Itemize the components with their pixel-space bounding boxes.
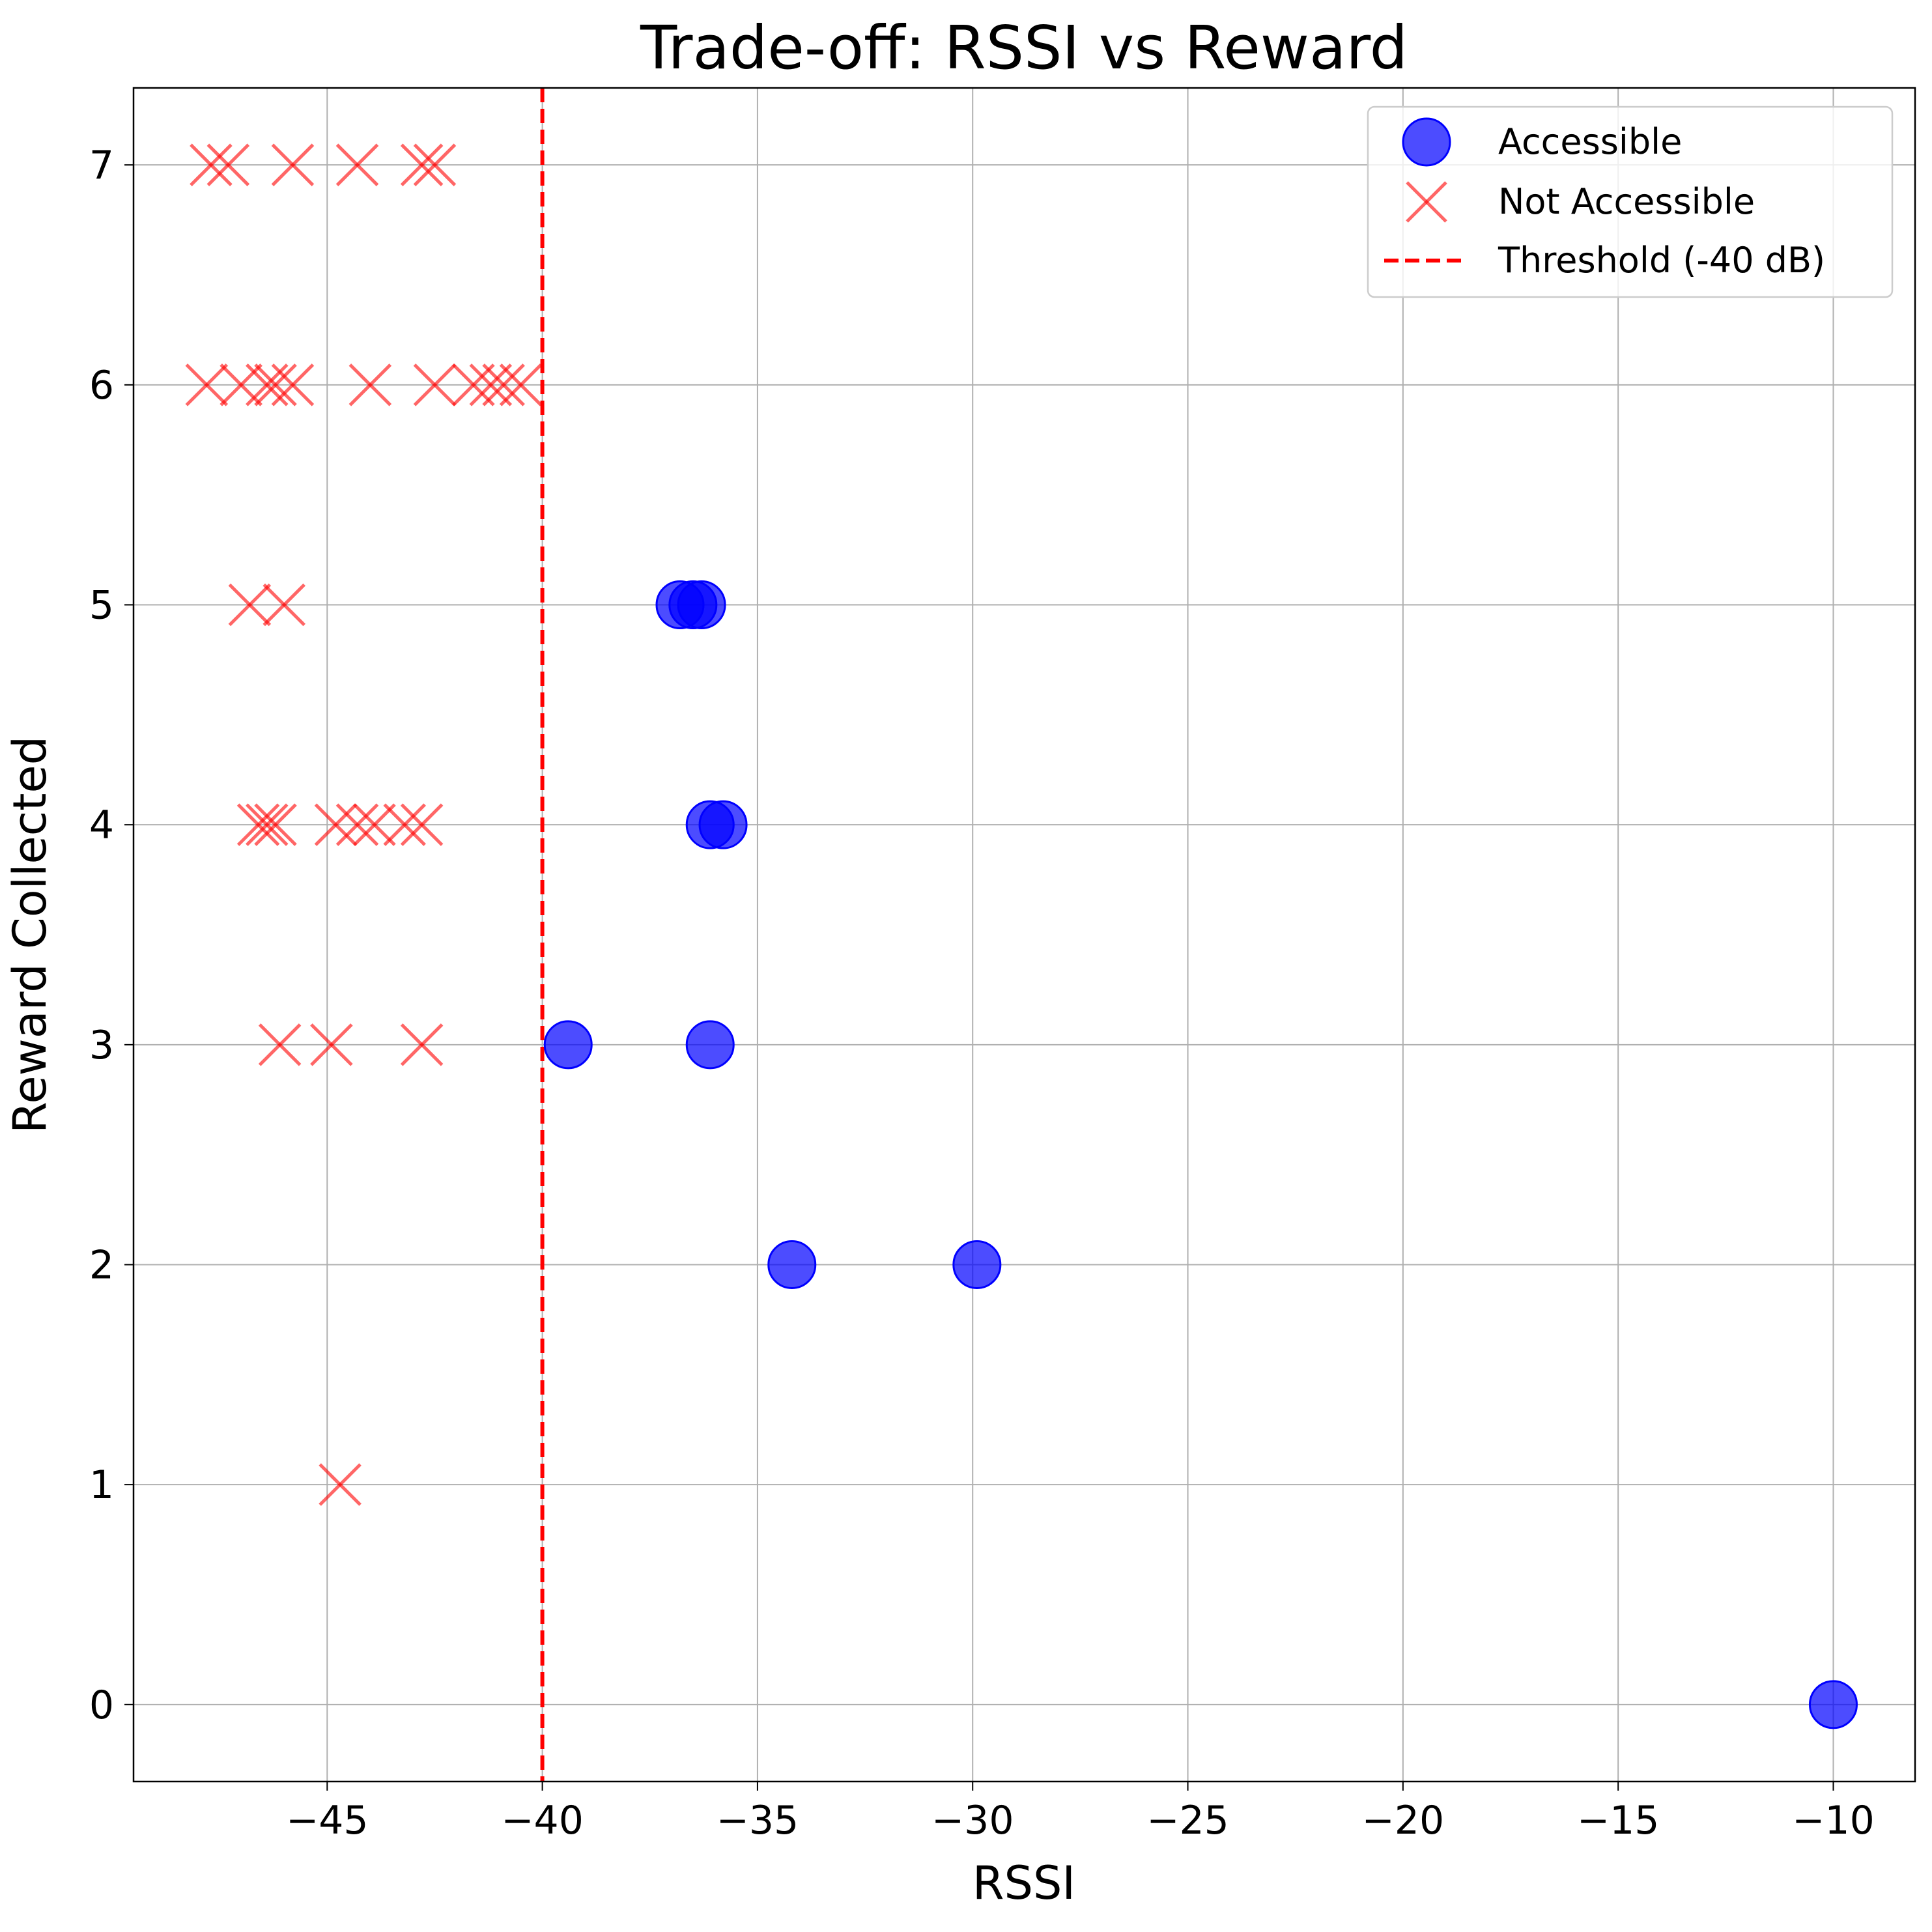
not-accessible-point <box>314 803 358 846</box>
legend-not-accessible-label: Not Accessible <box>1498 181 1755 222</box>
not-accessible-point <box>400 803 444 846</box>
not-accessible-point <box>310 1023 353 1066</box>
x-tick-label: −15 <box>1577 1798 1660 1843</box>
accessible-point <box>677 580 726 630</box>
y-axis-ticks: 0 1 2 3 4 5 6 7 <box>89 143 134 1728</box>
not-accessible-point <box>413 363 457 406</box>
accessible-point <box>952 1240 1002 1289</box>
y-tick-label: 1 <box>89 1462 114 1508</box>
not-accessible-point <box>335 803 379 846</box>
x-tick-label: −45 <box>286 1798 369 1843</box>
not-accessible-point <box>271 143 315 186</box>
accessible-point <box>1808 1680 1858 1729</box>
not-accessible-point <box>469 363 513 406</box>
legend-not-accessible-marker <box>1406 181 1447 223</box>
not-accessible-point <box>400 1023 444 1066</box>
not-accessible-point <box>190 143 233 186</box>
y-tick-label: 0 <box>89 1683 114 1728</box>
not-accessible-point <box>236 803 280 846</box>
plot-frame <box>132 87 1916 1783</box>
x-axis-ticks: −45 −40 −35 −30 −25 −20 −15 −10 <box>286 1782 1875 1843</box>
y-tick-label: 3 <box>89 1023 114 1068</box>
not-accessible-point <box>185 363 229 406</box>
not-accessible-point <box>271 363 315 406</box>
not-accessible-point <box>348 363 392 406</box>
not-accessible-point <box>499 363 543 406</box>
not-accessible-point <box>206 143 250 186</box>
not-accessible-point <box>254 363 297 406</box>
y-tick-label: 6 <box>89 363 114 408</box>
not-accessible-point <box>263 583 305 627</box>
x-tick-label: −20 <box>1362 1798 1445 1843</box>
legend-threshold-label: Threshold (-40 dB) <box>1498 240 1825 281</box>
legend: Accessible Not Accessible Threshold (-40… <box>1367 106 1894 298</box>
legend-box <box>1367 106 1894 298</box>
accessible-point <box>767 1240 817 1289</box>
x-tick-label: −35 <box>717 1798 799 1843</box>
not-accessible-point <box>258 1023 302 1066</box>
accessible-point <box>685 1020 735 1070</box>
y-tick-label: 7 <box>89 143 114 188</box>
x-tick-label: −25 <box>1146 1798 1229 1843</box>
not-accessible-point <box>482 363 525 406</box>
points-layer <box>185 143 1858 1729</box>
accessible-point <box>543 1020 593 1070</box>
x-axis-label: RSSI <box>973 1856 1075 1910</box>
y-tick-label: 2 <box>89 1242 114 1288</box>
not-accessible-point <box>383 803 426 846</box>
not-accessible-point <box>228 583 272 627</box>
chart-title: Trade-off: RSSI vs Reward <box>640 13 1408 83</box>
legend-accessible-label: Accessible <box>1498 121 1682 162</box>
not-accessible-point <box>413 143 457 186</box>
accessible-point <box>698 800 748 849</box>
x-tick-label: −40 <box>501 1798 584 1843</box>
legend-accessible-marker <box>1402 117 1451 167</box>
not-accessible-point <box>254 803 297 846</box>
x-tick-label: −30 <box>931 1798 1014 1843</box>
not-accessible-point <box>400 143 444 186</box>
grid-lines <box>134 88 1915 1782</box>
y-tick-label: 4 <box>89 803 114 848</box>
not-accessible-point <box>335 143 379 186</box>
not-accessible-point <box>319 1463 362 1506</box>
not-accessible-point <box>452 363 495 406</box>
y-axis-label: Reward Collected <box>3 736 57 1133</box>
x-tick-label: −10 <box>1792 1798 1875 1843</box>
not-accessible-point <box>353 803 396 846</box>
y-tick-label: 5 <box>89 583 114 629</box>
not-accessible-point <box>246 803 289 846</box>
